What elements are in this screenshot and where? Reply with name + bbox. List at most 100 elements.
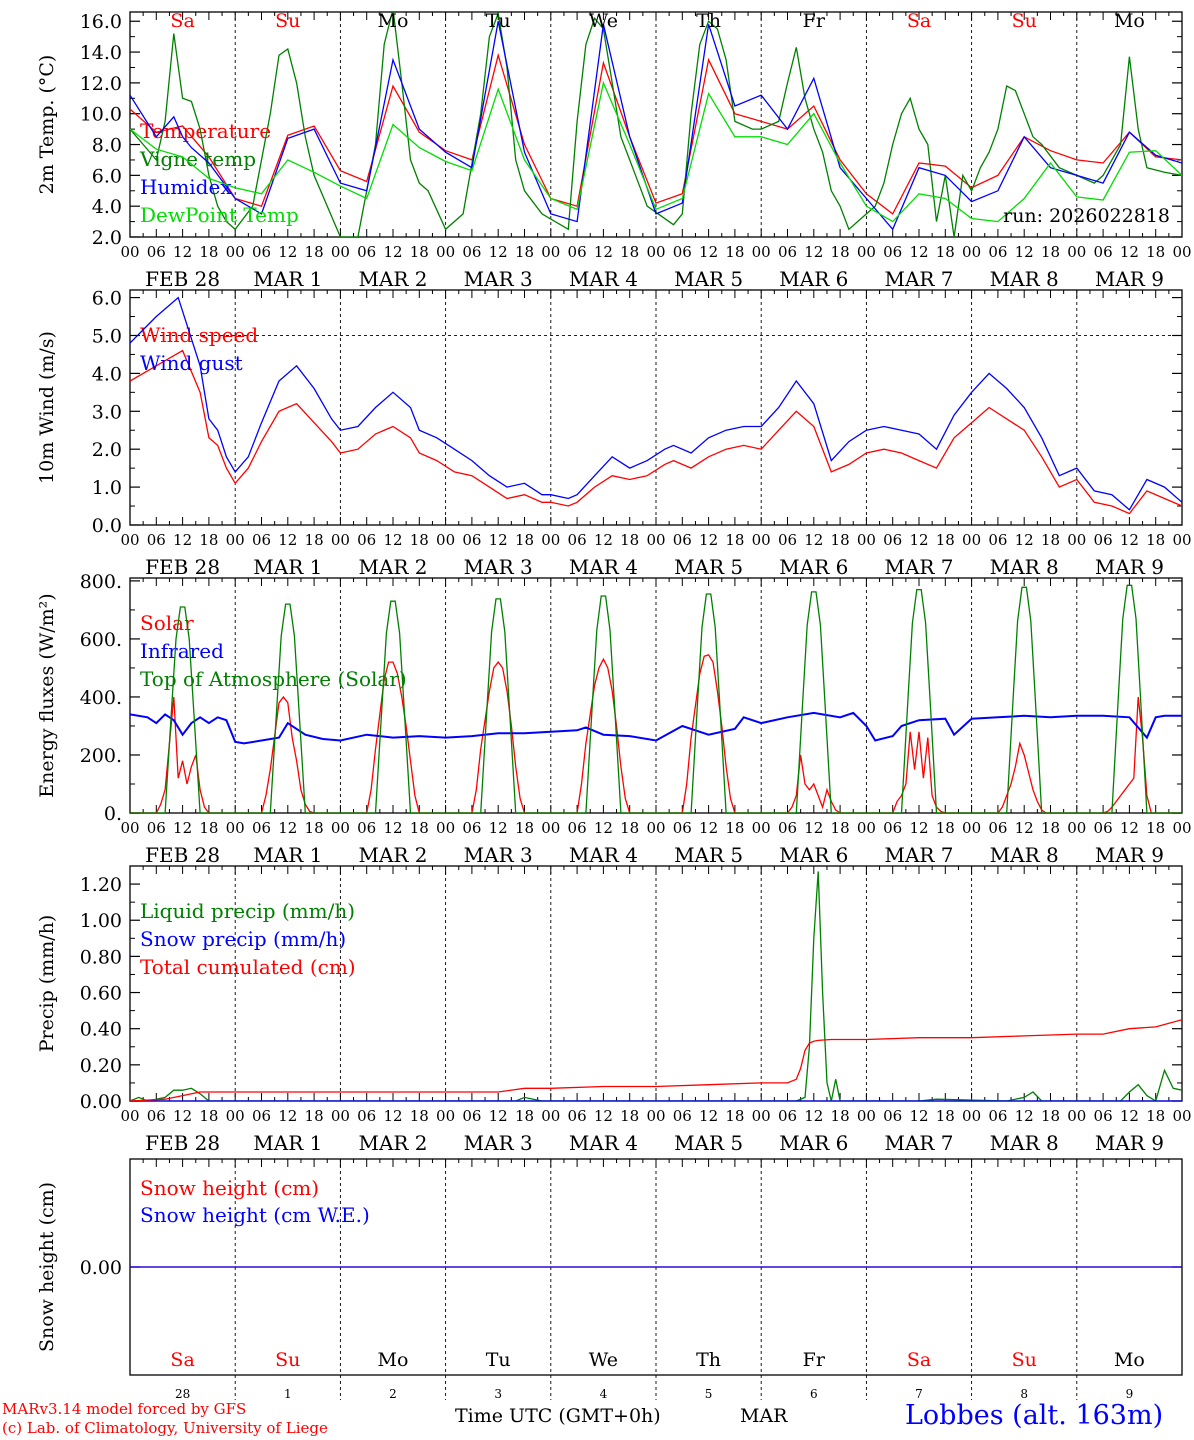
- hour-label: 12: [489, 819, 508, 837]
- hour-label: 00: [120, 531, 139, 549]
- bottom-day-number: 8: [1020, 1387, 1028, 1401]
- y-tick-label: 1.00: [80, 910, 122, 932]
- hour-label: 18: [410, 531, 429, 549]
- hour-label: 00: [226, 819, 245, 837]
- temp-legend-entry: Vigne temp: [139, 147, 256, 171]
- hour-label: 12: [699, 1107, 718, 1125]
- hour-label: 06: [988, 531, 1007, 549]
- y-tick-label: 12.0: [80, 73, 122, 95]
- bottom-day-number: 6: [810, 1387, 818, 1401]
- bottom-day-number: 9: [1126, 1387, 1134, 1401]
- date-label: MAR 2: [358, 267, 427, 291]
- hour-label: 06: [462, 1107, 481, 1125]
- hour-label: 06: [673, 819, 692, 837]
- date-label: MAR 3: [464, 843, 533, 867]
- bottom-day-number: 7: [915, 1387, 923, 1401]
- date-label: MAR 6: [779, 555, 848, 579]
- date-label: MAR 3: [464, 267, 533, 291]
- hour-label: 12: [1015, 531, 1034, 549]
- hour-label: 12: [489, 531, 508, 549]
- bottom-day-of-week-label: We: [589, 1349, 618, 1371]
- hour-label: 18: [305, 243, 324, 261]
- y-tick-label: 0.00: [80, 1091, 122, 1113]
- y-tick-label: 800.: [80, 571, 122, 593]
- energy-series-1: [130, 711, 1182, 745]
- hour-label: 06: [1094, 819, 1113, 837]
- date-label: MAR 4: [569, 843, 638, 867]
- hour-label: 06: [988, 243, 1007, 261]
- hour-label: 18: [620, 531, 639, 549]
- date-label: MAR 4: [569, 267, 638, 291]
- hour-label: 12: [383, 819, 402, 837]
- temp-series-1: [130, 12, 1182, 237]
- hour-label: 00: [962, 819, 981, 837]
- hour-label: 12: [699, 243, 718, 261]
- temp-series-3: [130, 80, 1182, 223]
- y-tick-label: 0.0: [92, 515, 122, 537]
- hour-label: 06: [357, 243, 376, 261]
- day-of-week-label: Sa: [170, 10, 194, 32]
- hour-label: 00: [1067, 819, 1086, 837]
- hour-label: 18: [1041, 1107, 1060, 1125]
- hour-label: 12: [804, 531, 823, 549]
- hour-label: 18: [620, 1107, 639, 1125]
- hour-label: 18: [620, 819, 639, 837]
- date-label: MAR 9: [1095, 843, 1164, 867]
- hour-label: 12: [383, 531, 402, 549]
- day-of-week-label: Tu: [486, 10, 511, 32]
- hour-label: 18: [936, 243, 955, 261]
- hour-label: 06: [462, 243, 481, 261]
- date-label: MAR 7: [884, 843, 953, 867]
- hour-label: 18: [620, 243, 639, 261]
- hour-label: 00: [857, 243, 876, 261]
- wind-series-1: [130, 296, 1182, 511]
- energy-legend-entry: Solar: [140, 611, 194, 635]
- hour-label: 06: [778, 243, 797, 261]
- snow-legend-entry: Snow height (cm W.E.): [140, 1203, 370, 1227]
- hour-label: 18: [515, 819, 534, 837]
- hour-label: 06: [673, 531, 692, 549]
- bottom-day-number: 2: [389, 1387, 397, 1401]
- wind-legend-entry: Wind gust: [140, 351, 243, 375]
- date-label: MAR 7: [884, 267, 953, 291]
- hour-label: 00: [1172, 531, 1191, 549]
- hour-label: 12: [909, 1107, 928, 1125]
- hour-label: 18: [305, 1107, 324, 1125]
- hour-label: 06: [147, 531, 166, 549]
- hour-label: 00: [120, 243, 139, 261]
- bottom-day-of-week-label: Sa: [907, 1349, 931, 1371]
- hour-label: 00: [857, 819, 876, 837]
- date-label: FEB 28: [145, 267, 220, 291]
- hour-label: 00: [1172, 1107, 1191, 1125]
- hour-label: 18: [936, 819, 955, 837]
- hour-label: 06: [883, 819, 902, 837]
- bottom-day-number: 5: [705, 1387, 713, 1401]
- hour-label: 00: [962, 1107, 981, 1125]
- day-of-week-label: Fr: [803, 10, 826, 32]
- energy-legend-entry: Top of Atmosphere (Solar): [140, 667, 407, 691]
- hour-label: 06: [462, 819, 481, 837]
- hour-label: 18: [831, 1107, 850, 1125]
- hour-label: 18: [199, 531, 218, 549]
- hour-label: 06: [883, 531, 902, 549]
- hour-label: 18: [305, 531, 324, 549]
- hour-label: 00: [436, 243, 455, 261]
- bottom-day-of-week-label: Su: [275, 1349, 300, 1371]
- hour-label: 00: [646, 243, 665, 261]
- hour-label: 18: [725, 1107, 744, 1125]
- temp-y-axis-label: 2m Temp. (°C): [36, 55, 58, 195]
- hour-label: 06: [988, 819, 1007, 837]
- hour-label: 12: [173, 1107, 192, 1125]
- hour-label: 06: [673, 1107, 692, 1125]
- hour-label: 12: [1120, 531, 1139, 549]
- hour-label: 00: [436, 531, 455, 549]
- date-label: FEB 28: [145, 555, 220, 579]
- date-label: MAR 9: [1095, 1131, 1164, 1155]
- bottom-day-of-week-label: Fr: [803, 1349, 826, 1371]
- hour-label: 06: [1094, 531, 1113, 549]
- y-tick-label: 1.0: [92, 477, 122, 499]
- y-tick-label: 4.0: [92, 363, 122, 385]
- bottom-day-of-week-label: Mo: [378, 1349, 409, 1371]
- hour-label: 12: [909, 531, 928, 549]
- hour-label: 12: [1120, 819, 1139, 837]
